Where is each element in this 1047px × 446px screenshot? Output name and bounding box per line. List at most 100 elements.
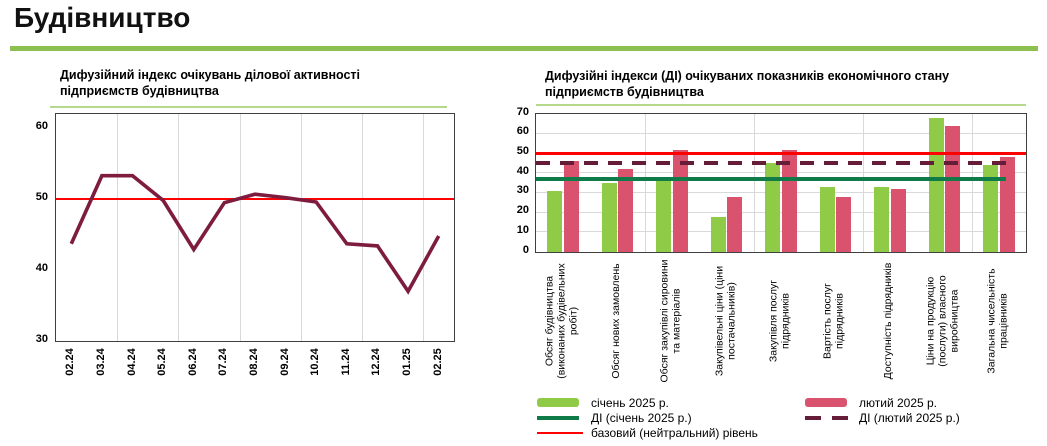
right-category-label: Закупівельні ціни (ціни постачальників) [712, 265, 737, 377]
left-x-tick-label: 03.24 [94, 348, 107, 376]
bar-january [601, 183, 617, 252]
legend-item-label: базовий (нейтральний) рівень [591, 425, 758, 440]
diffusion-index-line-svg [69, 173, 441, 295]
right-y-tick-label: 30 [516, 184, 529, 197]
left-x-tick-label: 02.25 [431, 348, 444, 376]
bar-february [781, 149, 797, 252]
right-y-tick-label: 50 [516, 144, 529, 157]
left-x-tick-label: 07.24 [217, 348, 230, 376]
bar-january [928, 117, 944, 252]
diffusion-index-line-series [69, 173, 441, 295]
bar-february [836, 196, 852, 252]
left-baseline-neutral-line [56, 197, 454, 201]
bar-january [983, 165, 999, 252]
right-gridline-vertical [644, 114, 646, 252]
left-y-tick-label: 50 [35, 190, 48, 203]
right-gridline-vertical [862, 114, 864, 252]
left-chart-plot-area [55, 113, 455, 342]
right-category-label: Закупівля послуг підрядників [767, 279, 791, 363]
legend-swatch-box [805, 415, 853, 420]
right-gridline-vertical [971, 114, 973, 252]
left-x-tick-label: 02.24 [64, 348, 77, 376]
left-gridline-vertical [117, 114, 119, 341]
legend-item: базовий (нейтральний) рівень [537, 425, 758, 440]
right-category-label: Обсяг будівництва (виконаних будівельних… [543, 263, 580, 379]
left-chart-x-axis: 02.24 03.24 04.24 05.24 06.24 07.24 08.24 09.24… [55, 342, 453, 394]
left-y-tick-label: 30 [35, 332, 48, 345]
right-y-tick-label: 20 [516, 204, 529, 217]
left-x-tick-label: 08.24 [248, 348, 260, 376]
legend-item: ДІ (лютий 2025 р.) [805, 410, 960, 425]
right-gridline-horizontal [536, 132, 1026, 134]
right-category-label: Ціни на продукцію (послуги) власного вир… [924, 275, 961, 367]
legend-item-label: ДІ (січень 2025 р.) [591, 410, 692, 425]
right-y-tick-label: 10 [516, 223, 529, 236]
left-x-tick-label: 12.24 [370, 348, 383, 376]
legend-item-label: лютий 2025 р. [859, 395, 938, 410]
right-y-tick-label: 0 [522, 243, 529, 256]
bar-january [656, 181, 672, 252]
right-chart-x-axis: Обсяг будівництва (виконаних будівельних… [535, 252, 1025, 390]
di-january-line-swatch [537, 415, 579, 420]
bar-january [547, 190, 563, 252]
january-bar-swatch [537, 398, 579, 407]
right-chart-plot-area [535, 113, 1027, 253]
right-category-label: Обсяг нових замовлень [609, 263, 622, 379]
bar-february [672, 149, 688, 252]
right-gridline-horizontal [536, 211, 1026, 213]
right-category-label: Обсяг закупівлі сировини та матеріалів [658, 259, 683, 383]
right-y-tick-label: 40 [516, 164, 529, 177]
left-x-tick-label: 05.24 [156, 348, 169, 376]
right-y-tick-label: 60 [516, 125, 529, 138]
bar-january [874, 186, 890, 252]
left-title-underline [50, 106, 447, 108]
bar-february [563, 161, 579, 252]
bar-february [945, 125, 961, 252]
baseline-swatch [537, 431, 583, 434]
left-gridline-vertical [362, 114, 364, 341]
legend-item: січень 2025 р. [537, 395, 758, 410]
bar-february [618, 169, 634, 252]
di-february-dash-swatch [805, 415, 849, 420]
left-chart-y-axis: 30 40 50 60 [14, 113, 48, 345]
bar-february [890, 188, 906, 252]
right-category-label: Вартість послуг підрядників [821, 282, 846, 360]
left-gridline-vertical [300, 114, 302, 341]
right-category-label: Доступність підрядників [882, 262, 894, 380]
left-x-tick-label: 06.24 [186, 348, 199, 376]
legend-swatch-box [805, 398, 853, 407]
right-baseline-neutral-line [536, 152, 1026, 155]
legend-column-2: лютий 2025 р. ДІ (лютий 2025 р.) [805, 395, 960, 425]
right-y-tick-label: 70 [516, 105, 529, 118]
right-chart-y-axis: 0 10 20 30 40 50 60 70 [501, 106, 529, 256]
right-gridline-vertical [753, 114, 755, 252]
legend-item-label: січень 2025 р. [591, 395, 669, 410]
left-x-tick-label: 09.24 [278, 348, 291, 376]
legend-swatch-box [537, 398, 585, 407]
right-title-underline [536, 104, 1026, 106]
header-rule [10, 46, 1038, 51]
di-january-line [536, 177, 1007, 182]
right-gridline-horizontal [536, 172, 1026, 174]
left-x-tick-label: 10.24 [309, 348, 322, 376]
left-x-tick-label: 04.24 [125, 348, 138, 376]
bar-january [819, 186, 835, 252]
left-x-tick-label: 01.25 [401, 348, 414, 376]
legend-item: ДІ (січень 2025 р.) [537, 410, 758, 425]
left-x-tick-label: 11.24 [339, 348, 352, 376]
left-gridline-vertical [423, 114, 425, 341]
left-y-tick-label: 60 [35, 119, 48, 132]
bar-february [999, 157, 1015, 252]
right-gridline-horizontal [536, 191, 1026, 193]
legend-column-1: січень 2025 р. ДІ (січень 2025 р.) базовий… [537, 395, 758, 440]
di-february-dashed-line [536, 161, 1014, 166]
left-gridline-vertical [239, 114, 241, 341]
legend-swatch-box [537, 415, 585, 420]
february-bar-swatch [805, 398, 847, 407]
bar-february [727, 196, 743, 252]
page-title: Будівництво [14, 2, 191, 33]
right-category-label: Загальна чисельність працівників [985, 268, 1009, 374]
legend-item-label: ДІ (лютий 2025 р.) [859, 410, 960, 425]
legend-item: лютий 2025 р. [805, 395, 960, 410]
